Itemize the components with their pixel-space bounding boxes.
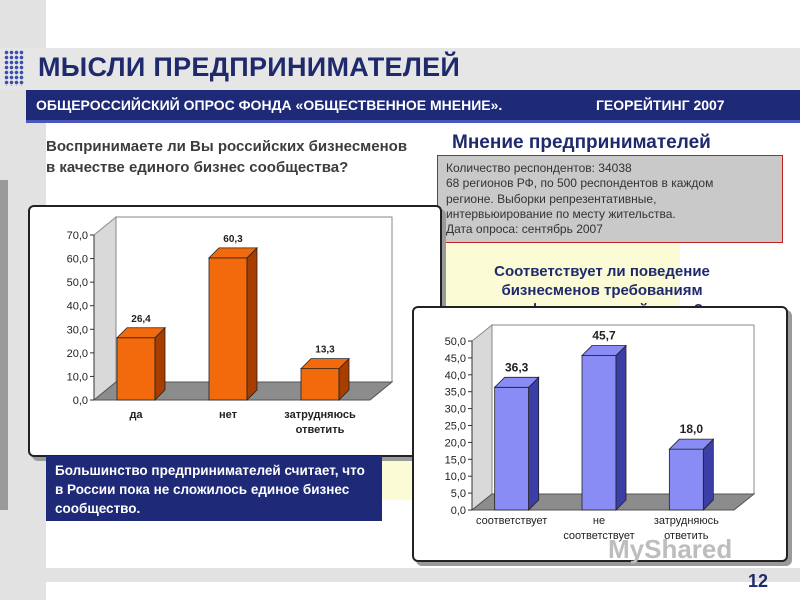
chart-side-wall (471, 323, 493, 512)
value-label: 45,7 (592, 329, 616, 343)
y-tick-label: 30,0 (445, 404, 466, 416)
bar (300, 368, 340, 401)
watermark: MyShared (608, 534, 733, 564)
y-tick-label: 0,0 (451, 505, 466, 517)
y-tick-label: 50,0 (445, 336, 466, 348)
left-decor-shade (0, 180, 8, 510)
bar-side (615, 344, 627, 511)
value-label: 13,3 (315, 345, 335, 356)
y-tick-label: 20,0 (445, 437, 466, 449)
bar-side (528, 376, 540, 511)
y-tick-label: 10,0 (445, 471, 466, 483)
y-tick-label: 40,0 (445, 370, 466, 382)
value-label: 36,3 (505, 360, 529, 374)
y-tick-label: 0,0 (73, 395, 88, 407)
chart-1-frame: 0,0 10,0 20,0 30,0 40,0 50,0 60,0 70,0 26,4 да 60,… (28, 205, 442, 457)
bar (208, 257, 248, 401)
bar-side (154, 326, 166, 401)
y-tick-label: 35,0 (445, 387, 466, 399)
value-label: 60,3 (223, 234, 243, 245)
page-number: 12 (748, 571, 769, 591)
opinion-heading: Мнение предпринимателей (452, 132, 711, 153)
conclusion-box: Большинство предпринимателей считает, чт… (46, 456, 382, 521)
bar-top (208, 247, 258, 259)
y-tick-label: 25,0 (445, 421, 466, 433)
title-band (0, 48, 800, 90)
subtitle-bar: ОБЩЕРОССИЙСКИЙ ОПРОС ФОНДА «ОБЩЕСТВЕННОЕ… (26, 90, 800, 123)
y-tick-label: 50,0 (67, 277, 88, 289)
bar (581, 355, 617, 511)
y-tick-label: 30,0 (67, 324, 88, 336)
category-label: затрудняюсь ответить (284, 409, 356, 436)
value-label: 18,0 (680, 422, 704, 436)
bar-side (702, 438, 714, 511)
y-tick-label: 5,0 (451, 488, 466, 500)
y-tick-label: 10,0 (67, 371, 88, 383)
bar (116, 337, 156, 401)
chart-2-frame: 0,0 5,0 10,0 15,0 20,0 25,0 30,0 35,0 40,0 45,0 50… (412, 306, 788, 562)
chart-2: 0,0 5,0 10,0 15,0 20,0 25,0 30,0 35,0 40,0 45,0 50… (445, 323, 756, 542)
y-tick-label: 45,0 (445, 353, 466, 365)
category-label: да (129, 409, 143, 421)
page-title: МЫСЛИ ПРЕДПРИНИМАТЕЛЕЙ (38, 52, 461, 82)
bar-top (668, 438, 715, 450)
bar (494, 386, 530, 511)
chart-1: 0,0 10,0 20,0 30,0 40,0 50,0 60,0 70,0 26,4 да 60,… (67, 215, 394, 436)
y-tick-label: 15,0 (445, 454, 466, 466)
value-label: 26,4 (131, 314, 151, 325)
category-label: не соответствует (563, 515, 634, 542)
y-tick-label: 20,0 (67, 348, 88, 360)
dot-grid-logo (4, 50, 24, 86)
bar (668, 448, 704, 511)
y-tick-label: 60,0 (67, 254, 88, 266)
chart-side-wall (93, 215, 117, 402)
bar-side (246, 246, 258, 401)
info-line: интервьюирование по месту жительства. (446, 206, 676, 221)
footer-band (0, 568, 800, 582)
question-1: Воспринимаете ли Вы российских бизнесмен… (46, 138, 408, 176)
info-line: регионе. Выборки репрезентативные, (446, 191, 657, 206)
y-tick-label: 40,0 (67, 301, 88, 313)
info-line: Дата опроса: сентябрь 2007 (446, 222, 603, 237)
category-label: нет (219, 409, 238, 421)
survey-info-box: Количество респондентов: 34038 68 регион… (437, 155, 783, 243)
info-line: 68 регионов РФ, по 500 респондентов в ка… (446, 176, 714, 191)
category-label: затрудняюсь ответить (654, 515, 719, 542)
info-line: Количество респондентов: 34038 (446, 161, 632, 175)
bar-top (493, 376, 540, 388)
survey-tag: ГЕОРЕЙТИНГ 2007 (596, 97, 725, 113)
survey-source: ОБЩЕРОССИЙСКИЙ ОПРОС ФОНДА «ОБЩЕСТВЕННОЕ… (36, 97, 503, 113)
y-tick-label: 70,0 (67, 230, 88, 242)
category-label: соответствует (476, 515, 547, 527)
bar-top (581, 345, 627, 356)
bar-top (116, 327, 166, 339)
bar-top (300, 358, 350, 370)
